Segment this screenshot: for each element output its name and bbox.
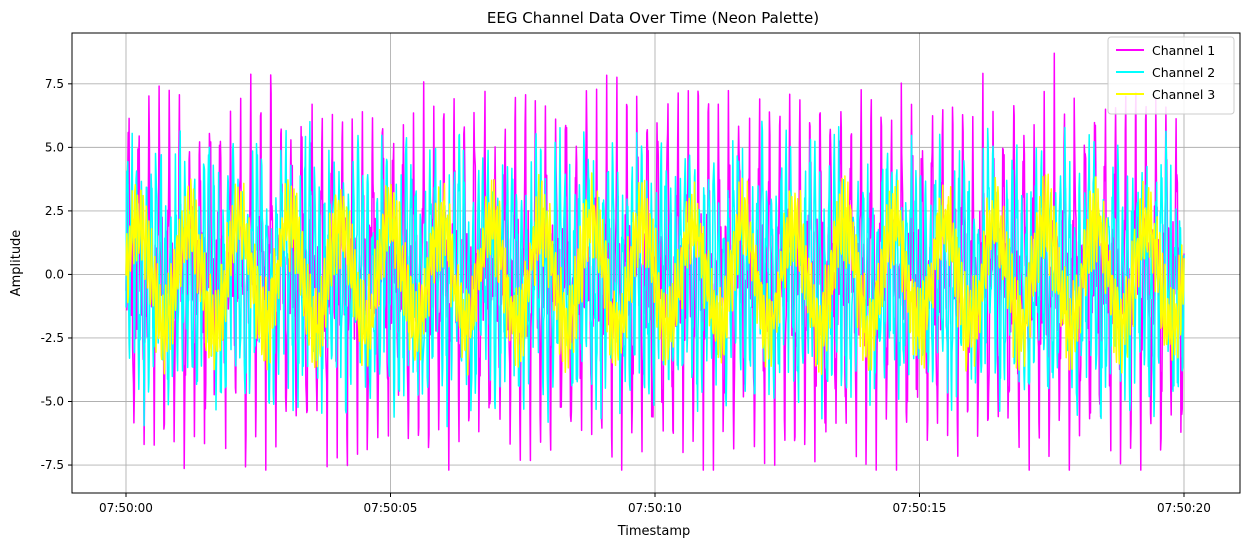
- y-tick-label: 0.0: [45, 267, 64, 281]
- legend-label-channel-1: Channel 1: [1152, 43, 1215, 58]
- x-axis-title: Timestamp: [617, 524, 691, 539]
- series-line-channel-3: [125, 172, 1185, 376]
- y-axis-title: Amplitude: [9, 230, 24, 297]
- y-tick-label: -7.5: [41, 458, 64, 472]
- x-tick-label: 07:50:00: [99, 501, 153, 515]
- axis-ticks: 07:50:00 07:50:05 07:50:10 07:50:15 07:50:20…: [41, 77, 1211, 515]
- y-tick-label: 7.5: [45, 77, 64, 91]
- x-tick-label: 07:50:20: [1157, 501, 1211, 515]
- y-tick-label: 5.0: [45, 140, 64, 154]
- legend: Channel 1 Channel 2 Channel 3: [1107, 36, 1235, 115]
- y-tick-label: -2.5: [41, 331, 64, 345]
- legend-label-channel-3: Channel 3: [1152, 87, 1215, 102]
- y-tick-label: 2.5: [45, 204, 64, 218]
- y-tick-label: -5.0: [41, 395, 64, 409]
- plot-frame: [71, 32, 1241, 494]
- legend-label-channel-2: Channel 2: [1152, 65, 1215, 80]
- x-tick-label: 07:50:05: [364, 501, 418, 515]
- plot-lines: [125, 52, 1185, 471]
- x-tick-label: 07:50:15: [893, 501, 947, 515]
- chart-title: EEG Channel Data Over Time (Neon Palette…: [487, 9, 819, 27]
- x-tick-label: 07:50:10: [628, 501, 682, 515]
